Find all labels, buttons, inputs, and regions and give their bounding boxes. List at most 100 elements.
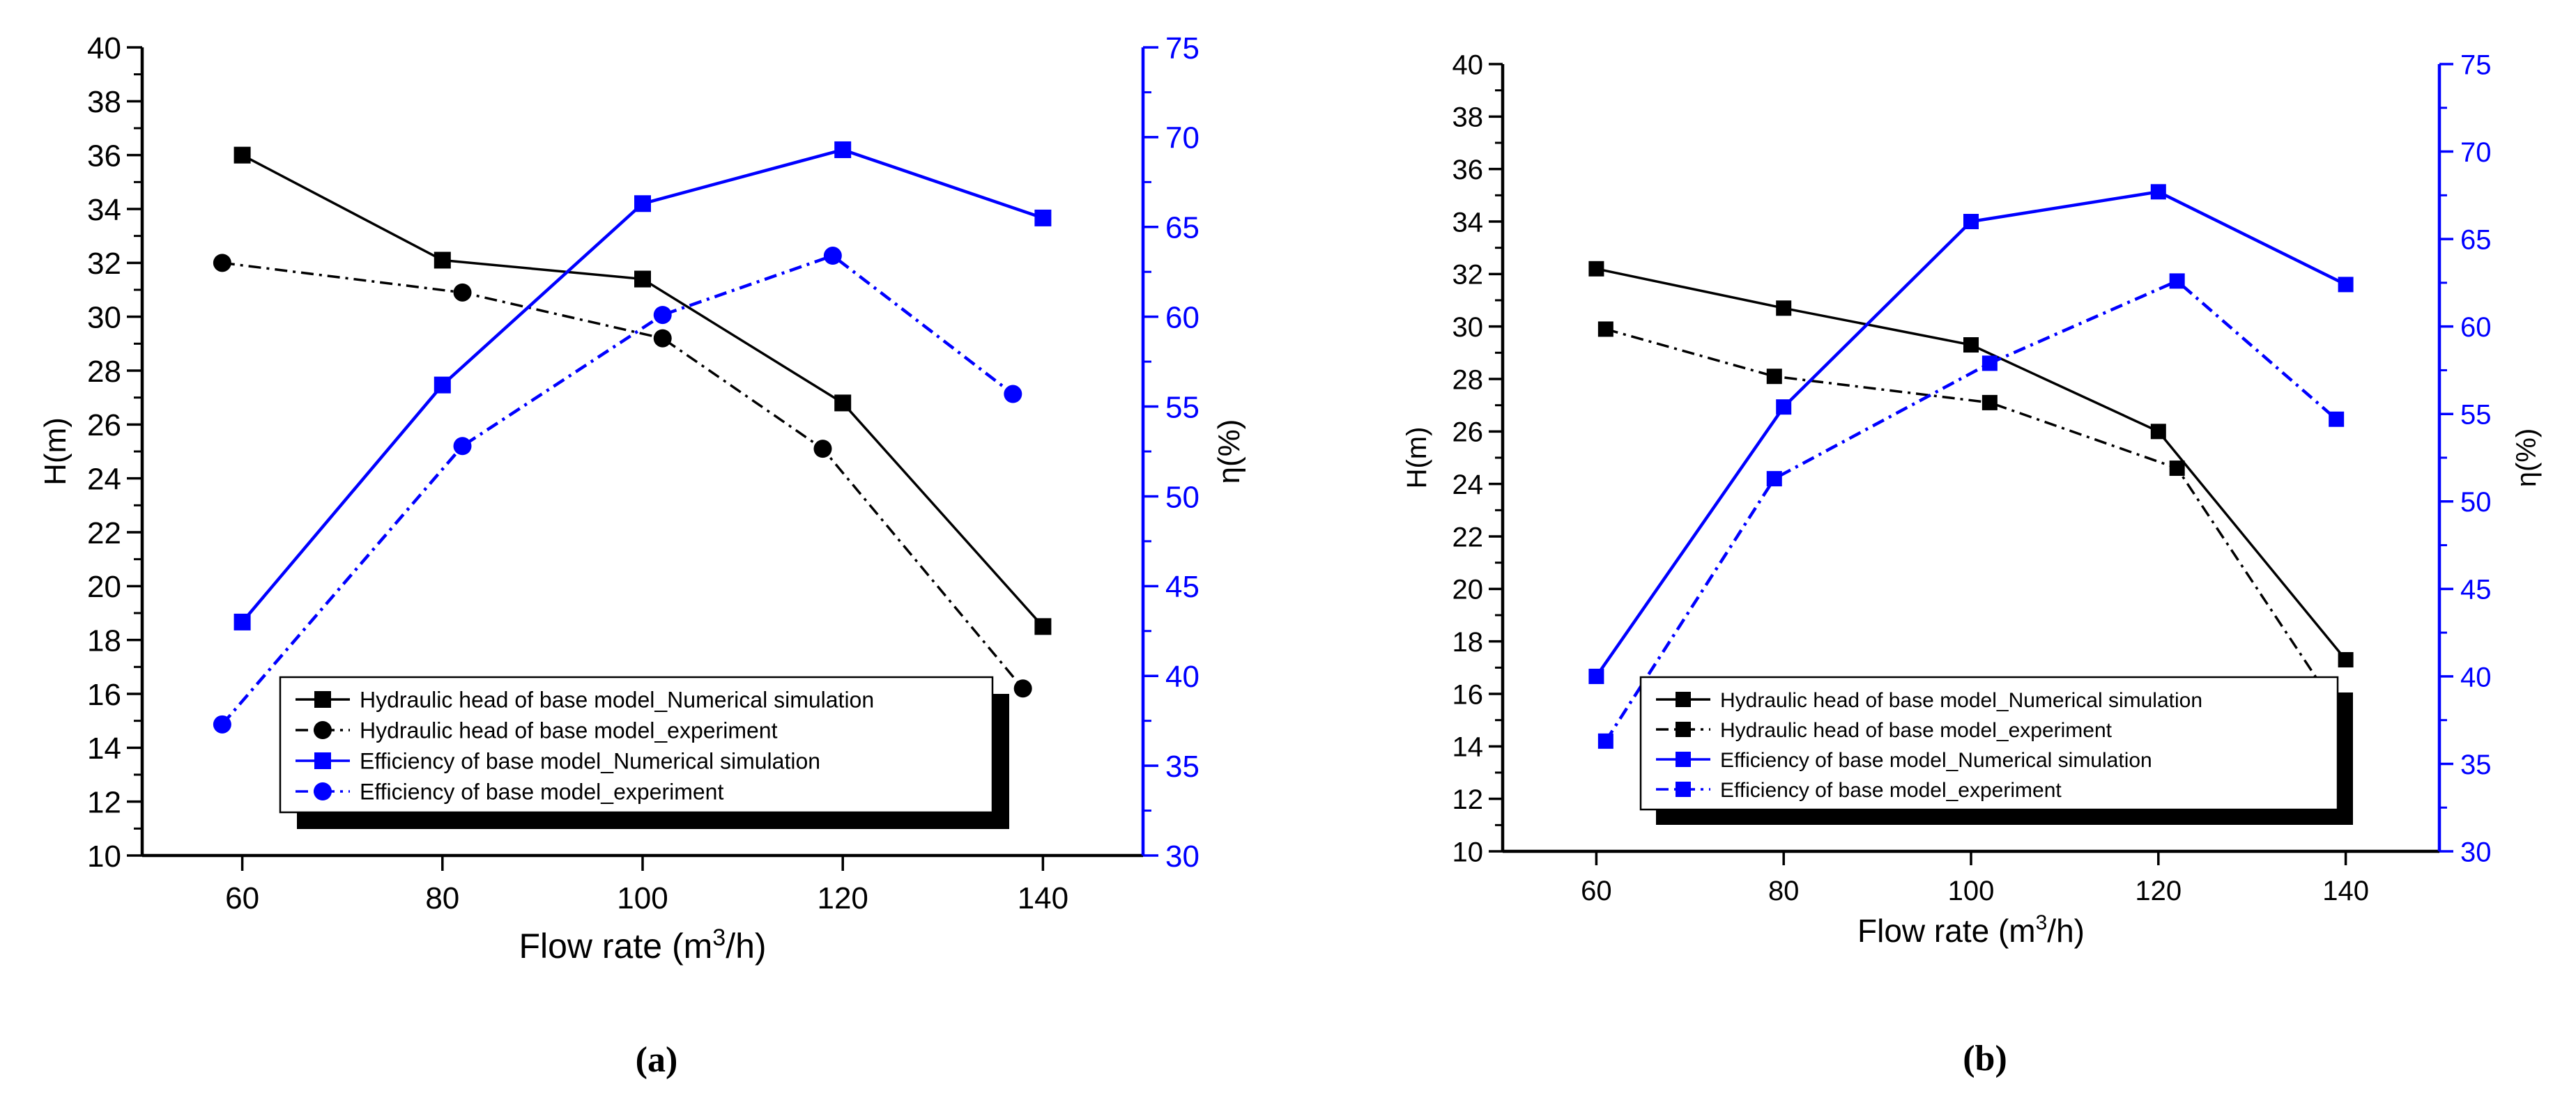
y-left-axis-title: H(m) (38, 417, 72, 486)
data-point (834, 394, 852, 412)
legend-marker (1676, 752, 1691, 767)
y-left-tick-label: 28 (1452, 364, 1484, 395)
data-point (434, 376, 451, 394)
y-left-tick-label: 20 (1452, 575, 1484, 605)
legend-label: Hydraulic head of base model_experiment (360, 718, 778, 743)
y-left-axis-title: H(m) (1402, 427, 1432, 489)
legend-marker (314, 721, 332, 739)
y-right-tick-label: 70 (2460, 137, 2492, 168)
data-point (1588, 668, 1604, 684)
y-left-tick-label: 26 (1452, 417, 1484, 448)
legend-marker (1676, 782, 1691, 797)
y-left-tick-label: 16 (87, 678, 121, 712)
legend-label: Efficiency of base model_Numerical simul… (360, 749, 820, 774)
y-right-tick-label: 40 (2460, 662, 2492, 692)
y-right-tick-label: 35 (2460, 750, 2492, 780)
x-tick-label: 120 (817, 881, 868, 915)
data-point (1004, 385, 1022, 403)
legend-marker (1676, 722, 1691, 737)
x-axis-title-tail: /h) (726, 927, 766, 966)
series-line (1596, 268, 2347, 661)
y-right-tick-label: 70 (1165, 121, 1199, 155)
y-left-tick-label: 34 (1452, 207, 1484, 238)
y-right-axis-title: η(%) (2511, 428, 2542, 487)
y-right-axis-title: η(%) (1212, 419, 1246, 484)
y-left-tick-label: 32 (1452, 260, 1484, 291)
y-right-tick-label: 60 (2460, 312, 2492, 343)
y-left-tick-label: 18 (1452, 627, 1484, 658)
y-left-tick-label: 22 (1452, 522, 1484, 552)
x-axis-title: Flow rate (m3/h) (1857, 911, 2085, 949)
y-right-tick-label: 55 (2460, 400, 2492, 431)
series-4 (213, 247, 1022, 734)
data-point (634, 195, 651, 212)
y-left-tick-label: 38 (87, 85, 121, 119)
data-point (1766, 369, 1782, 385)
y-left-tick-label: 10 (1452, 837, 1484, 867)
y-right-tick-label: 75 (1165, 31, 1199, 65)
x-axis-title-sup: 3 (2036, 911, 2048, 934)
data-point (453, 437, 472, 456)
y-left-tick-label: 14 (87, 731, 121, 766)
y-left-tick-label: 30 (87, 301, 121, 335)
legend-marker (314, 782, 332, 800)
chart-panel-b: 60 80 100 120 140 10 12 14 16 18 20 22 24 26 28 30 32 34 3… (1402, 49, 2542, 1078)
y-right-tick-label: 75 (2460, 49, 2492, 80)
legend-label: Efficiency of base model_experiment (1720, 779, 2062, 802)
y-right-tick-label: 50 (1165, 480, 1199, 514)
x-axis-title-main: Flow rate (m (519, 927, 712, 966)
series-line (240, 148, 1044, 624)
x-tick-label: 80 (1768, 876, 1800, 906)
data-point (2150, 184, 2166, 200)
data-point (1766, 471, 1782, 487)
x-axis-title-sup: 3 (712, 924, 726, 951)
y-right-tick-label: 55 (1165, 390, 1199, 424)
y-left-tick-label: 32 (87, 247, 121, 281)
legend-marker (314, 752, 331, 769)
y-left-tick-label: 18 (87, 624, 121, 658)
data-point (233, 146, 251, 164)
data-point (1034, 209, 1052, 226)
y-right-tick-label: 60 (1165, 301, 1199, 335)
y-right-tick-label: 40 (1165, 660, 1199, 694)
y-right-tick-label: 45 (2460, 575, 2492, 605)
data-point (233, 613, 251, 630)
data-point (653, 329, 672, 348)
y-left-tick-label: 30 (1452, 312, 1484, 343)
series-line (1605, 327, 2329, 695)
y-left-tick-label: 28 (87, 355, 121, 389)
data-point (1013, 679, 1032, 698)
y-left-tick-label: 12 (1452, 784, 1484, 815)
y-right-tick-label: 65 (1165, 211, 1199, 245)
series-1 (1588, 261, 2354, 668)
x-tick-label: 80 (425, 881, 459, 915)
legend: Hydraulic head of base model_Numerical s… (279, 676, 1009, 829)
data-point (2338, 277, 2354, 293)
x-tick-label: 60 (225, 881, 259, 915)
data-point (2338, 652, 2354, 668)
data-point (434, 251, 451, 269)
y-left-tick-label: 40 (1452, 49, 1484, 80)
y-right-tick-label: 30 (1165, 839, 1199, 874)
data-point (2169, 273, 2185, 289)
data-point (1776, 399, 1792, 415)
data-point (823, 247, 842, 265)
legend-label: Hydraulic head of base model_Numerical s… (1720, 689, 2202, 712)
data-point (1981, 355, 1998, 371)
series-3 (233, 141, 1052, 630)
legend: Hydraulic head of base model_Numerical s… (1639, 676, 2353, 825)
data-point (453, 283, 472, 302)
y-left-tick-label: 26 (87, 408, 121, 442)
data-point (834, 141, 852, 158)
y-left-tick-label: 14 (1452, 732, 1484, 763)
series-2 (213, 254, 1032, 698)
y-right-tick-label: 45 (1165, 570, 1199, 604)
x-tick-label: 120 (2135, 876, 2182, 906)
series-line (241, 154, 1044, 628)
data-point (1963, 337, 1979, 353)
x-tick-label: 100 (1948, 876, 1995, 906)
y-left-tick-label: 16 (1452, 679, 1484, 710)
y-left-tick-label: 40 (87, 31, 121, 65)
y-left-tick-label: 10 (87, 839, 121, 874)
legend-label: Efficiency of base model_Numerical simul… (1720, 749, 2152, 772)
